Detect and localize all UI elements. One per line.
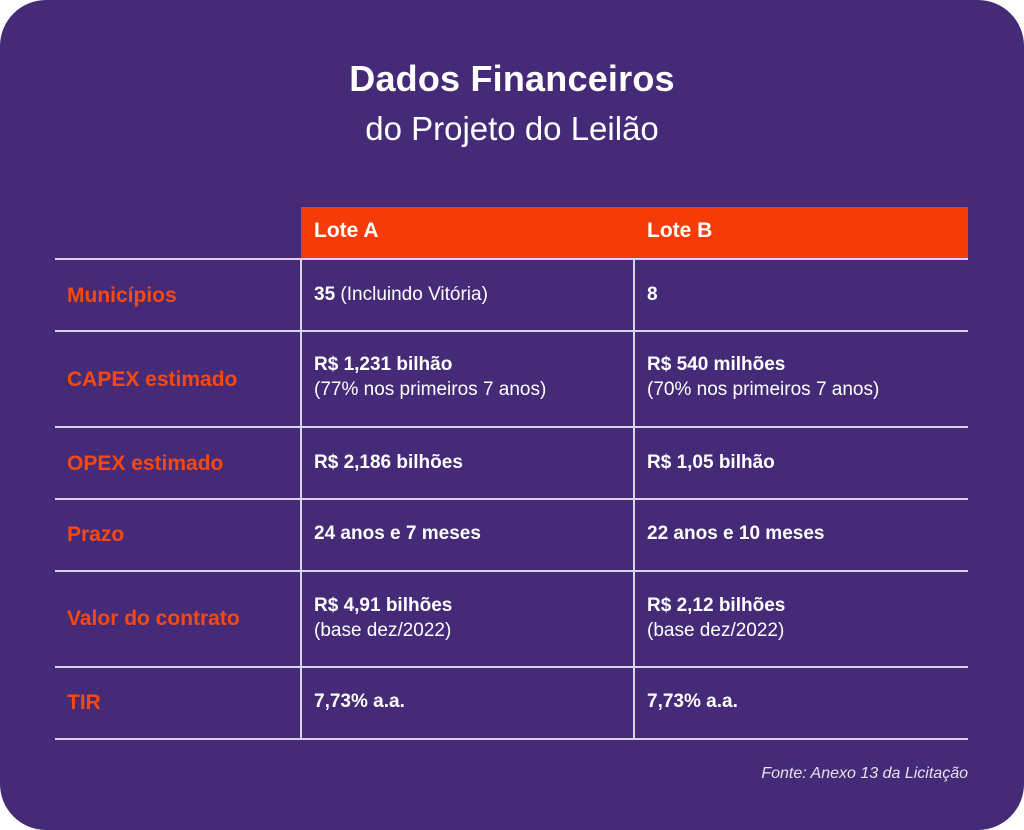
row-label-valor-contrato: Valor do contrato bbox=[67, 607, 240, 630]
row-label-municipios: Municípios bbox=[67, 284, 177, 307]
cell-opex-lote-a: R$ 2,186 bilhões bbox=[314, 452, 463, 473]
row-label-prazo: Prazo bbox=[67, 523, 125, 546]
cell-tir-lote-a: 7,73% a.a. bbox=[314, 691, 405, 712]
cell-note: (base dez/2022) bbox=[314, 620, 452, 641]
column-divider bbox=[633, 258, 635, 739]
cell-capex-lote-b: R$ 540 milhões (70% nos primeiros 7 anos… bbox=[647, 352, 879, 402]
row-divider bbox=[55, 738, 968, 740]
cell-capex-lote-a: R$ 1,231 bilhão (77% nos primeiros 7 ano… bbox=[314, 352, 546, 402]
cell-value: R$ 540 milhões bbox=[647, 354, 786, 375]
row-label-opex: OPEX estimado bbox=[67, 452, 224, 475]
row-label-capex: CAPEX estimado bbox=[67, 368, 238, 391]
column-header-lote-b: Lote B bbox=[647, 219, 713, 242]
cell-value: R$ 1,231 bilhão bbox=[314, 354, 453, 375]
page-subtitle: do Projeto do Leilão bbox=[365, 110, 659, 147]
row-divider bbox=[55, 570, 968, 572]
column-divider bbox=[300, 258, 302, 739]
column-header-lote-a: Lote A bbox=[314, 219, 379, 242]
cell-prazo-lote-b: 22 anos e 10 meses bbox=[647, 523, 825, 544]
cell-value: R$ 2,12 bilhões bbox=[647, 595, 786, 616]
row-label-tir: TIR bbox=[67, 691, 101, 714]
cell-note: (77% nos primeiros 7 anos) bbox=[314, 379, 547, 400]
source-note: Fonte: Anexo 13 da Licitação bbox=[761, 765, 968, 782]
cell-opex-lote-b: R$ 1,05 bilhão bbox=[647, 452, 775, 473]
cell-value: 35 bbox=[314, 284, 336, 305]
page-title: Dados Financeiros bbox=[349, 58, 675, 99]
cell-value: R$ 4,91 bilhões bbox=[314, 595, 453, 616]
cell-municipios-lote-a: 35 (Incluindo Vitória) bbox=[314, 282, 488, 307]
cell-prazo-lote-a: 24 anos e 7 meses bbox=[314, 523, 481, 544]
row-divider bbox=[55, 330, 968, 332]
cell-tir-lote-b: 7,73% a.a. bbox=[647, 691, 738, 712]
cell-valor-lote-b: R$ 2,12 bilhões (base dez/2022) bbox=[647, 593, 785, 643]
cell-note: (Incluindo Vitória) bbox=[335, 284, 488, 305]
cell-note: (base dez/2022) bbox=[647, 620, 785, 641]
cell-note: (70% nos primeiros 7 anos) bbox=[647, 379, 880, 400]
row-divider bbox=[55, 426, 968, 428]
row-divider bbox=[55, 498, 968, 500]
cell-valor-lote-a: R$ 4,91 bilhões (base dez/2022) bbox=[314, 593, 452, 643]
row-divider bbox=[55, 666, 968, 668]
table-header-bar bbox=[301, 207, 968, 258]
row-divider bbox=[55, 258, 968, 260]
cell-municipios-lote-b: 8 bbox=[647, 284, 658, 305]
